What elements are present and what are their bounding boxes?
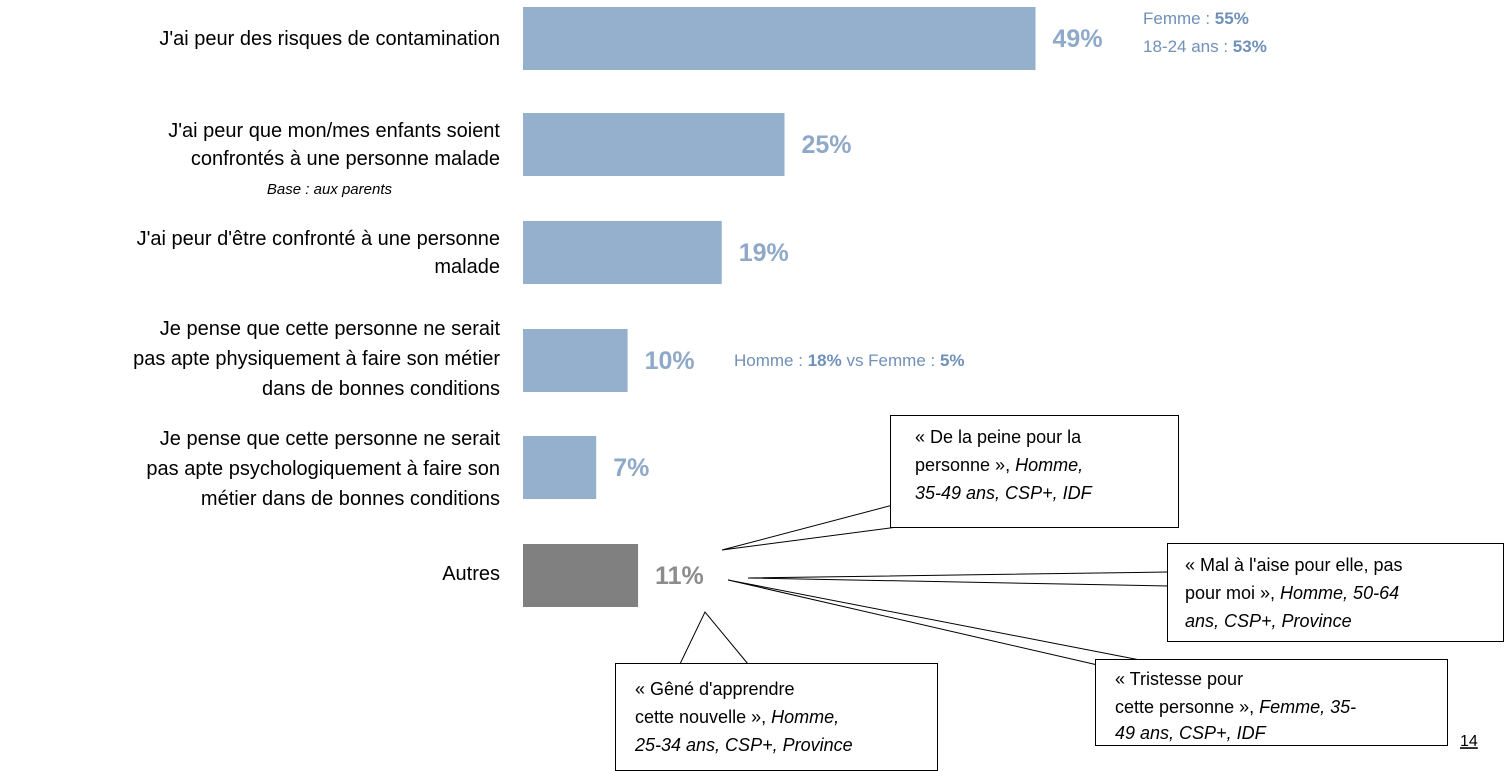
bar <box>523 544 639 607</box>
callout-pointers <box>679 504 1169 667</box>
text-run: ans, CSP+, Province <box>1185 611 1352 631</box>
callout-text: « Gêné d'apprendre cette nouvelle », Homm… <box>634 679 853 755</box>
text-run: cette personne », <box>1115 697 1259 717</box>
annotation: Femme : 55% 18-24 ans : 53% <box>1143 9 1267 56</box>
category-label: J'ai peur d'être confronté à une personn… <box>137 228 500 278</box>
text-run: 55% <box>1215 9 1249 28</box>
text-run: 35-49 ans, CSP+, IDF <box>915 483 1093 503</box>
text-run: 25-34 ans, CSP+, Province <box>634 735 853 755</box>
pointer <box>747 571 1169 587</box>
callout-box <box>1167 543 1504 642</box>
text-run: 5% <box>940 351 965 370</box>
text-run: Homme, 50-64 <box>1280 583 1399 603</box>
callout-box <box>890 415 1179 528</box>
text-run: « Tristesse pour <box>1115 669 1243 689</box>
pointer <box>727 579 1141 667</box>
callout-boxes <box>615 415 1504 771</box>
text-run: Femme, 35- <box>1259 697 1356 717</box>
category-label: Je pense que cette personne ne serait pas… <box>133 318 500 400</box>
text-run: Femme : <box>1143 9 1215 28</box>
callout-box <box>615 663 938 771</box>
text-run: « Gêné d'apprendre <box>635 679 795 699</box>
text-run: pour moi », <box>1185 583 1280 603</box>
annotation: Homme : 18% vs Femme : 5% <box>734 351 965 370</box>
text-run: « Mal à l'aise pour elle, pas <box>1185 555 1403 575</box>
text-run: cette nouvelle », <box>635 707 771 727</box>
bar <box>523 113 785 176</box>
bar <box>523 7 1036 70</box>
text-run: Homme, <box>771 707 839 727</box>
value-label: 25% <box>802 131 852 159</box>
value-label: 7% <box>613 454 649 482</box>
callout-text: « De la peine pour la personne », Homme, 3… <box>915 427 1093 503</box>
callout-text: « Mal à l'aise pour elle, pas pour moi »,… <box>1185 555 1403 631</box>
value-label: 49% <box>1053 25 1103 53</box>
bar <box>523 436 597 499</box>
text-run: 18-24 ans : <box>1143 37 1233 56</box>
category-label: J'ai peur que mon/mes enfants soient conf… <box>168 120 500 170</box>
text-run: vs Femme : <box>842 351 940 370</box>
text-run: Homme : <box>734 351 808 370</box>
value-label: 19% <box>739 239 789 267</box>
text-run: Homme, <box>1015 455 1083 475</box>
text-run: 18% <box>808 351 842 370</box>
callout-text: « Tristesse pour cette personne », Femme,… <box>1115 669 1356 743</box>
value-label: 11% <box>655 562 704 590</box>
text-run: personne », <box>915 455 1015 475</box>
text-run: 53% <box>1233 37 1267 56</box>
pointer <box>679 611 749 665</box>
category-label: Je pense que cette personne ne serait pas… <box>146 428 500 510</box>
text-run: « De la peine pour la <box>915 427 1082 447</box>
page-number: 14 <box>1460 733 1478 750</box>
value-label: 10% <box>645 347 695 375</box>
bar <box>523 221 722 284</box>
category-label: Autres <box>442 563 500 585</box>
bar <box>523 329 628 392</box>
callout-box <box>1095 659 1448 746</box>
text-run: 49 ans, CSP+, IDF <box>1115 723 1267 743</box>
category-note: Base : aux parents <box>267 181 393 198</box>
category-label: J'ai peur des risques de contamination <box>159 28 500 50</box>
